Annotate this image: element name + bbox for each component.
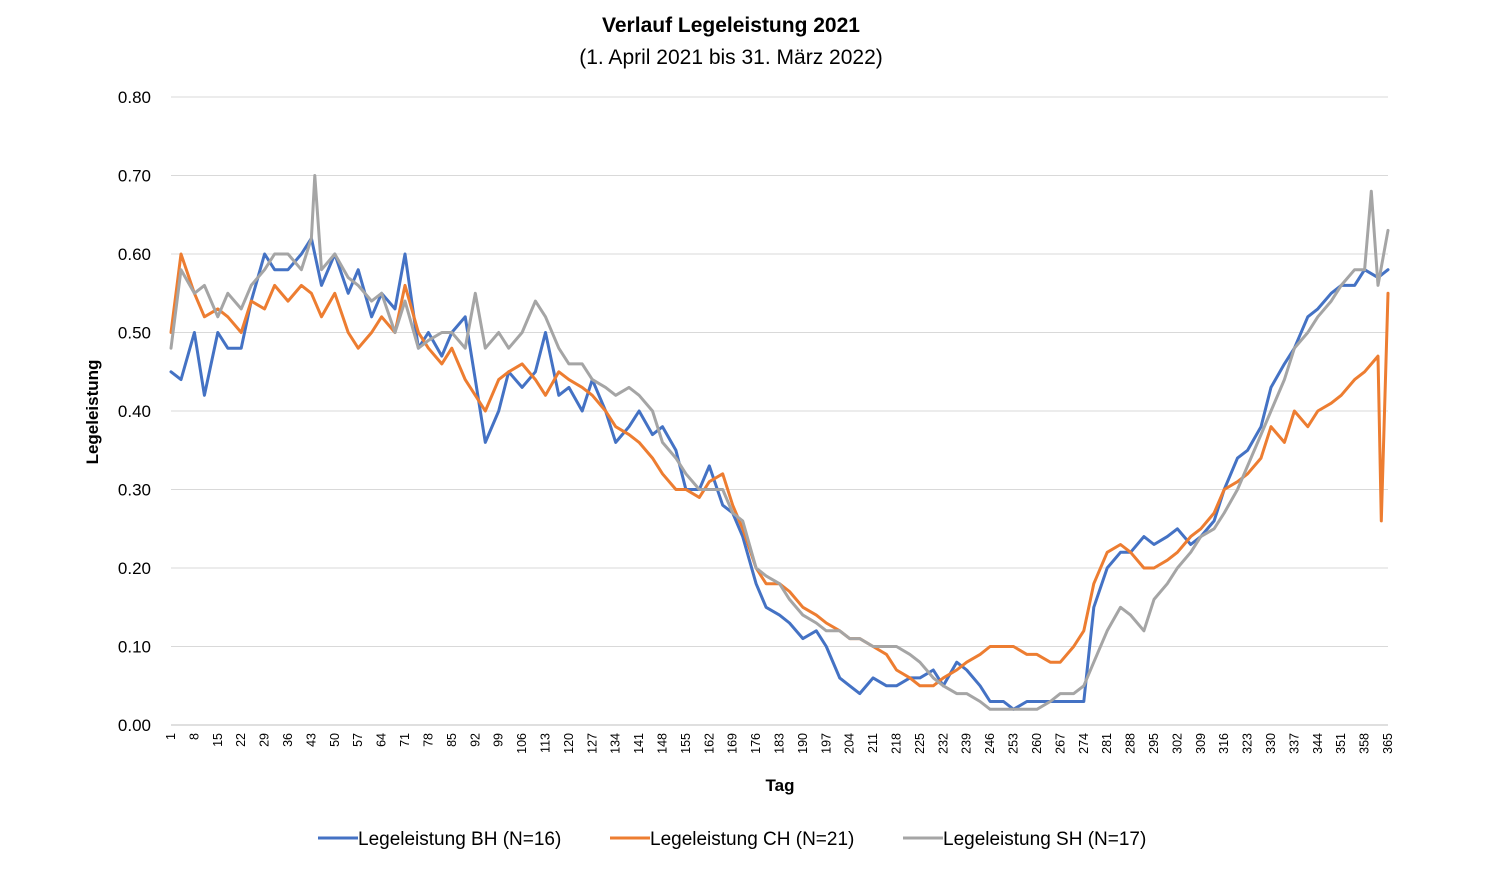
x-tick-label: 50 (328, 733, 342, 747)
x-tick-label: 85 (445, 733, 459, 747)
legend-label: Legeleistung CH (N=21) (650, 829, 854, 850)
x-tick-label: 309 (1194, 733, 1208, 754)
x-tick-label: 8 (187, 733, 201, 740)
x-tick-label: 29 (258, 733, 272, 747)
x-tick-label: 288 (1124, 733, 1138, 754)
x-tick-label: 22 (234, 733, 248, 747)
x-tick-label: 43 (304, 733, 318, 747)
x-tick-label: 183 (773, 733, 787, 754)
x-tick-label: 141 (632, 733, 646, 754)
x-tick-label: 99 (492, 733, 506, 747)
x-tick-label: 155 (679, 733, 693, 754)
legend-label: Legeleistung SH (N=17) (943, 829, 1146, 850)
x-tick-label: 190 (796, 733, 810, 754)
x-tick-label: 330 (1264, 733, 1278, 754)
x-tick-label: 211 (866, 733, 880, 753)
x-tick-label: 162 (702, 733, 716, 754)
y-tick-label: 0.10 (118, 638, 151, 657)
x-tick-label: 218 (890, 733, 904, 754)
series-line-1 (169, 236, 1390, 711)
x-tick-label: 78 (421, 733, 435, 747)
x-tick-label: 274 (1077, 733, 1091, 754)
x-tick-label: 365 (1381, 733, 1395, 754)
legend-label: Legeleistung BH (N=16) (358, 829, 561, 850)
x-axis-tick-labels: 1 8 15 22 29 36 43 50 57 64 71 78 85 92 99 106 113 120 127… (164, 733, 1395, 754)
legend: Legeleistung BH (N=16) Legeleistung CH (N… (318, 829, 1146, 850)
series-lines (169, 174, 1390, 711)
x-tick-label: 225 (913, 733, 927, 754)
y-tick-label: 0.80 (118, 88, 151, 107)
x-tick-label: 71 (398, 733, 412, 747)
x-tick-label: 295 (1147, 733, 1161, 754)
y-tick-label: 0.30 (118, 481, 151, 500)
y-tick-label: 0.20 (118, 559, 151, 578)
x-tick-label: 302 (1170, 733, 1184, 754)
chart-title: Verlauf Legeleistung 2021 (602, 14, 860, 37)
x-tick-label: 323 (1241, 733, 1255, 754)
y-axis-tick-labels: 0.00 0.10 0.20 0.30 0.40 0.50 0.60 0.70 0.80 (118, 88, 151, 735)
x-tick-label: 148 (655, 733, 669, 754)
y-tick-label: 0.70 (118, 167, 151, 186)
legend-item-2: Legeleistung CH (N=21) (610, 829, 854, 850)
series-line-2 (169, 252, 1390, 688)
y-axis-label: Legeleistung (83, 360, 102, 465)
x-tick-label: 169 (726, 733, 740, 754)
y-tick-label: 0.60 (118, 245, 151, 264)
y-tick-label: 0.50 (118, 324, 151, 343)
x-tick-label: 197 (819, 733, 833, 754)
x-tick-label: 120 (562, 733, 576, 754)
x-tick-label: 239 (960, 733, 974, 754)
x-tick-label: 127 (585, 733, 599, 754)
x-tick-label: 36 (281, 733, 295, 747)
chart-subtitle: (1. April 2021 bis 31. März 2022) (579, 46, 883, 69)
x-tick-label: 57 (351, 733, 365, 747)
gridlines (171, 96, 1388, 726)
legend-item-1: Legeleistung BH (N=16) (318, 829, 561, 850)
x-tick-label: 253 (1007, 733, 1021, 754)
x-tick-label: 92 (468, 733, 482, 747)
x-tick-label: 281 (1100, 733, 1114, 754)
x-tick-label: 134 (609, 733, 623, 754)
x-tick-label: 351 (1334, 733, 1348, 754)
x-tick-label: 260 (1030, 733, 1044, 754)
x-tick-label: 267 (1053, 733, 1067, 754)
y-tick-label: 0.40 (118, 402, 151, 421)
x-tick-label: 204 (843, 733, 857, 754)
y-tick-label: 0.00 (118, 716, 151, 735)
x-tick-label: 337 (1287, 733, 1301, 754)
x-tick-label: 1 (164, 733, 178, 740)
x-tick-label: 106 (515, 733, 529, 754)
x-tick-label: 316 (1217, 733, 1231, 754)
x-tick-label: 113 (538, 733, 552, 753)
x-axis-label: Tag (766, 776, 795, 795)
x-tick-label: 176 (749, 733, 763, 754)
x-tick-label: 232 (936, 733, 950, 754)
x-tick-label: 344 (1311, 733, 1325, 754)
x-tick-label: 15 (211, 733, 225, 747)
series-line-3 (169, 174, 1390, 711)
x-tick-label: 246 (983, 733, 997, 754)
legend-item-3: Legeleistung SH (N=17) (903, 829, 1146, 850)
x-tick-label: 358 (1358, 733, 1372, 754)
x-tick-label: 64 (375, 733, 389, 747)
